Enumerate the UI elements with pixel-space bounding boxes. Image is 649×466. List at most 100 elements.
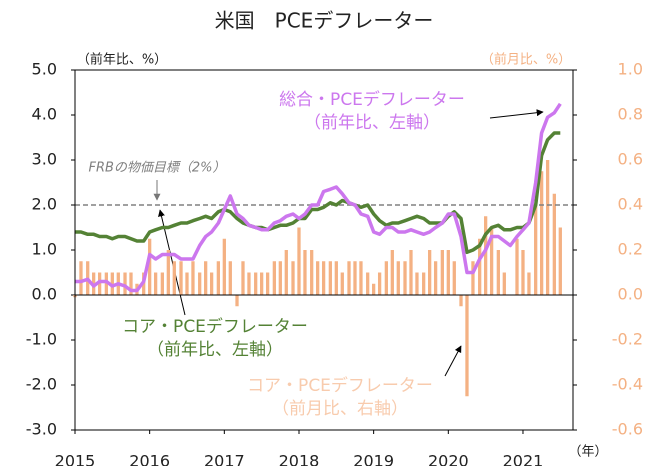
bar	[415, 272, 419, 295]
bar	[291, 261, 295, 295]
y-tick-label: 0.0	[32, 285, 57, 304]
bar	[228, 261, 232, 295]
annotation: （前月比、右軸）	[272, 399, 408, 419]
y-tick-label: -3.0	[26, 420, 57, 439]
bar	[179, 261, 183, 295]
bar	[384, 261, 388, 295]
y2-tick-label: 0.0	[618, 285, 643, 304]
chart-title: 米国 PCEデフレーター	[215, 9, 434, 33]
bar	[160, 272, 164, 295]
bar	[185, 272, 189, 295]
x-tick-label: 2017	[204, 452, 245, 466]
line	[75, 131, 561, 255]
bar	[340, 272, 344, 295]
bar	[148, 238, 152, 295]
bar	[123, 272, 127, 295]
bar	[297, 227, 301, 295]
bar	[153, 272, 158, 295]
bar	[377, 272, 382, 295]
bar	[459, 295, 463, 307]
bar	[321, 261, 326, 295]
bar	[496, 250, 500, 295]
bar	[465, 295, 469, 397]
bar	[390, 250, 394, 295]
bar	[310, 250, 314, 295]
bar	[534, 205, 538, 295]
annotation: （前年比、左軸）	[147, 340, 283, 360]
y2-tick-label: 1.0	[618, 60, 643, 79]
bar	[79, 261, 83, 295]
bar	[552, 193, 556, 295]
bar	[452, 261, 456, 295]
y-tick-label: 2.0	[32, 195, 57, 214]
annotation-arrow	[444, 345, 462, 377]
x-tick-label: 2020	[428, 452, 469, 466]
plot-frame	[74, 69, 574, 431]
bar	[428, 250, 432, 295]
y2-tick-label: -0.4	[612, 375, 643, 394]
bar	[260, 272, 264, 295]
y2-tick-label: 0.6	[618, 150, 643, 169]
bar	[440, 250, 444, 295]
y-tick-label: -1.0	[26, 330, 57, 349]
bar	[403, 261, 407, 295]
bar	[272, 261, 276, 295]
line	[75, 102, 562, 293]
bar	[471, 261, 475, 295]
annotation: コア・PCEデフレーター	[122, 316, 308, 337]
bar	[172, 261, 176, 295]
y2-tick-label: -0.2	[612, 330, 643, 349]
bar	[97, 272, 102, 295]
y2-tick-label: -0.6	[612, 420, 643, 439]
bar	[539, 171, 544, 295]
bar	[446, 250, 450, 295]
bar	[359, 261, 363, 295]
y2-tick-label: 0.2	[618, 240, 643, 259]
y2-axis-label: （前月比、%）	[481, 52, 571, 68]
reference-label: FRBの物価目標（2%）	[88, 160, 225, 176]
bar	[334, 261, 338, 295]
bar	[558, 227, 562, 295]
y-tick-label: 4.0	[32, 105, 57, 124]
bar	[129, 272, 133, 295]
bar	[265, 272, 270, 295]
bar	[353, 261, 357, 295]
x-axis-label: （年）	[568, 445, 607, 460]
bar	[235, 295, 239, 307]
bar	[278, 261, 282, 295]
bar	[254, 272, 258, 295]
y-tick-label: -2.0	[26, 375, 57, 394]
y2-tick-label: 0.8	[618, 105, 643, 124]
bar	[366, 272, 370, 295]
annotation-arrow	[489, 109, 544, 119]
bar	[204, 261, 208, 295]
bar	[166, 250, 170, 295]
bar	[489, 227, 494, 295]
y-tick-label: 3.0	[32, 150, 57, 169]
bar	[110, 272, 114, 295]
x-tick-label: 2015	[55, 452, 96, 466]
bar	[484, 216, 488, 295]
bar	[247, 272, 251, 295]
bar	[521, 250, 525, 295]
annotation: （前年比、左軸）	[304, 113, 440, 133]
x-tick-label: 2021	[503, 452, 544, 466]
x-tick-label: 2018	[279, 452, 320, 466]
y2-tick-label: 0.4	[618, 195, 643, 214]
y-axis-label: （前年比、%）	[77, 52, 167, 68]
bar	[409, 250, 413, 295]
bar	[502, 272, 506, 295]
y-tick-label: 5.0	[32, 60, 57, 79]
bar	[515, 238, 519, 295]
bar	[303, 250, 307, 295]
bar	[209, 272, 214, 295]
bar	[347, 261, 351, 295]
x-tick-label: 2019	[353, 452, 394, 466]
bar	[104, 272, 109, 295]
bar	[396, 261, 400, 295]
y-tick-label: 1.0	[32, 240, 57, 259]
bar	[422, 272, 426, 295]
bar	[241, 261, 245, 295]
